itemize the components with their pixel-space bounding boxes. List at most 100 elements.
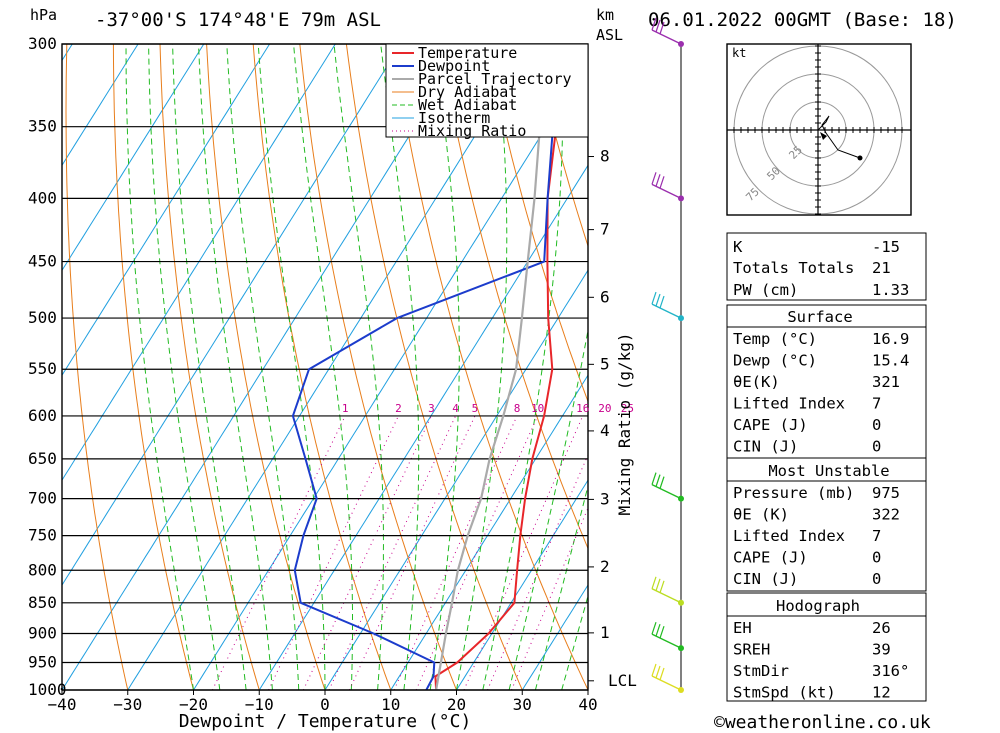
hodograph_table-row-value: 39: [872, 641, 891, 659]
pressure-tick-label: 300: [28, 34, 57, 53]
wind-barb-925: [651, 621, 684, 652]
mixing-ratio-label: 2: [395, 402, 402, 415]
pressure-tick-label: 450: [28, 252, 57, 271]
k-index-value: -15: [872, 238, 900, 256]
mixing-ratio-line: [268, 415, 399, 690]
wind-barb-flag: [655, 174, 661, 187]
lcl-label: LCL: [608, 671, 637, 690]
wind-barb-flag: [651, 472, 657, 485]
isobar-lines: [62, 43, 588, 691]
pressure-tick-label: 350: [28, 117, 57, 136]
wind-barb-flag: [655, 293, 661, 307]
most_unstable-row-value: 975: [872, 484, 900, 502]
km-tick-label: 1: [600, 623, 610, 642]
indices-table: K -15 Totals Totals 21 PW (cm) 1.33: [726, 232, 927, 301]
plot-frame: [61, 43, 589, 691]
asl-unit-label: ASL: [596, 26, 623, 44]
mixing-ratio-line: [302, 415, 432, 690]
hodograph_table-row-value: 26: [872, 619, 891, 637]
series-dewpoint: [291, 44, 554, 690]
wind-barb-700: [651, 472, 684, 502]
most_unstable-row-label: Lifted Index: [733, 527, 845, 545]
wind-barb-shaft: [651, 675, 682, 691]
wet-adiabat-line: [380, 44, 420, 690]
km-tick-label: 7: [600, 220, 610, 239]
wind-barb-300: [651, 17, 684, 47]
km-tick-label: 6: [600, 287, 610, 306]
dry-adiabat-line: [392, 44, 588, 690]
isotherm-line: [62, 44, 205, 272]
k-index-label: K: [733, 238, 743, 256]
wind-barb-flag: [655, 623, 661, 637]
legend-mixing-ratio: Mixing Ratio: [418, 122, 526, 140]
km-tick-label: 4: [600, 421, 610, 440]
wet-adiabat-line: [482, 44, 564, 690]
legend-isotherm: Isotherm: [418, 109, 490, 127]
hodograph-ticks: [733, 45, 903, 215]
wind-barb-shaft: [651, 483, 682, 500]
wet-adiabat-line: [456, 44, 508, 690]
wind-barb-flag: [655, 665, 661, 679]
hodograph_table-row-value: 12: [872, 684, 891, 702]
legend: Temperature Dewpoint Parcel Trajectory D…: [385, 43, 589, 140]
wind-barb-shaft: [651, 29, 682, 45]
totals-totals-label: Totals Totals: [733, 259, 854, 277]
wind-barb-flag: [659, 295, 665, 309]
surface-row-label: θE(K): [733, 373, 780, 391]
km-tick-label: 5: [600, 354, 610, 373]
dry-adiabat-line: [112, 44, 194, 690]
mixing-ratio-line: [393, 415, 518, 690]
isotherm-line: [127, 44, 533, 690]
most_unstable-row-value: 0: [872, 570, 881, 588]
isotherm-line: [62, 44, 271, 377]
surface-row-value: 16.9: [872, 330, 909, 348]
mixing-ratio-label: 10: [531, 402, 544, 415]
dry-adiabat-line: [252, 44, 392, 690]
dry-adiabat-line: [485, 44, 588, 403]
wet-adiabat-line: [333, 44, 385, 690]
wet-adiabat-line: [125, 44, 194, 690]
wind-barb-shaft: [651, 303, 682, 319]
wind-barb-1000: [651, 663, 684, 693]
most_unstable-row-label: CIN (J): [733, 570, 798, 588]
datetime-title: 06.01.2022 00GMT (Base: 18): [648, 9, 957, 31]
isotherm-line: [62, 44, 402, 587]
surface-row-value: 15.4: [872, 352, 909, 370]
location-title: -37°00'S 174°48'E 79m ASL: [95, 9, 381, 31]
pressure-tick-label: 850: [28, 593, 57, 612]
mixing-ratio-label: 5: [472, 402, 479, 415]
mixing-ratio-line: [511, 506, 588, 690]
most_unstable-row-value: 322: [872, 506, 900, 524]
most_unstable-row-label: Pressure (mb): [733, 484, 854, 502]
dry-adiabat-line: [65, 44, 129, 690]
wind-barb-flag: [659, 667, 665, 681]
series-temperature: [434, 44, 558, 690]
surface-table: Surface Temp (°C) 16.9 Dewp (°C) 15.4 θE(K) 3…: [726, 304, 927, 459]
pressure-unit-label: hPa: [30, 6, 57, 24]
surface-row-label: CIN (J): [733, 438, 798, 456]
pressure-tick-label: 800: [28, 560, 57, 579]
surface-title: Surface: [787, 308, 852, 326]
pressure-tick-label: 500: [28, 308, 57, 327]
most-unstable-title: Most Unstable: [768, 462, 889, 480]
wet-adiabat-line: [257, 44, 326, 690]
x-tick-label: 10: [381, 695, 400, 714]
x-tick-label: −40: [48, 695, 77, 714]
copyright-footer: ©weatheronline.co.uk: [714, 712, 931, 733]
x-tick-label: 30: [513, 695, 532, 714]
wind-barb-flag: [659, 176, 665, 189]
x-tick-label: −10: [245, 695, 274, 714]
wind-barb-flag: [651, 172, 657, 185]
wet-adiabat-line: [293, 44, 353, 690]
isotherm-line: [0, 44, 7, 690]
dry-adiabat-line: [159, 44, 260, 690]
surface-row-value: 321: [872, 373, 900, 391]
wet-adiabat-line: [429, 44, 460, 690]
profile-lines: [291, 44, 558, 690]
legend-parcel: Parcel Trajectory: [418, 70, 572, 88]
km-axis-ticks: 8 7 6 5 4 3 2 1 LCL: [588, 147, 637, 690]
dry-adiabat-line: [952, 44, 1000, 690]
most_unstable-row-label: θE (K): [733, 506, 789, 524]
x-axis-label: Dewpoint / Temperature (°C): [179, 711, 472, 732]
